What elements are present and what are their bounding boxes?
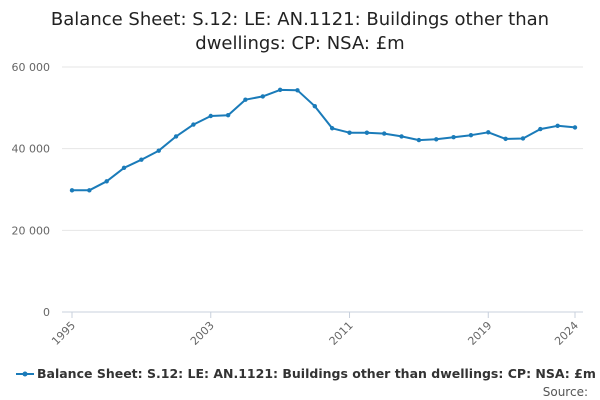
chart-title: Balance Sheet: S.12: LE: AN.1121: Buildi… xyxy=(50,9,550,54)
grid-lines xyxy=(62,66,583,231)
data-point xyxy=(277,87,283,93)
x-tick-label: 2011 xyxy=(327,319,356,348)
y-tick-label: 0 xyxy=(43,306,50,319)
x-tick-label: 2024 xyxy=(552,319,581,348)
y-tick-label: 60 000 xyxy=(12,61,51,74)
data-point xyxy=(451,135,456,140)
data-point xyxy=(121,165,127,171)
data-point xyxy=(329,126,335,131)
data-point xyxy=(416,137,422,143)
x-tick-label: 1995 xyxy=(49,319,78,348)
data-point xyxy=(382,131,387,136)
data-point xyxy=(260,94,265,99)
data-point xyxy=(555,123,560,128)
legend-swatch-icon xyxy=(16,371,34,376)
series-line xyxy=(72,88,576,192)
data-point xyxy=(572,125,578,130)
y-tick-label: 40 000 xyxy=(12,143,51,156)
data-point xyxy=(156,148,161,153)
legend[interactable]: Balance Sheet: S.12: LE: AN.1121: Buildi… xyxy=(14,366,596,381)
data-point xyxy=(104,179,109,184)
data-point xyxy=(434,137,439,142)
data-point xyxy=(503,136,508,142)
data-point xyxy=(486,130,491,135)
data-point xyxy=(538,126,543,132)
data-point xyxy=(312,104,318,109)
data-point xyxy=(520,136,526,141)
data-point xyxy=(173,134,179,139)
data-point xyxy=(347,130,352,135)
data-point xyxy=(243,97,248,102)
data-point xyxy=(139,157,144,162)
axes: 0 20 000 40 000 60 000 1995 2003 2011 2019 2024 xyxy=(12,61,583,348)
data-point xyxy=(399,134,404,139)
data-point xyxy=(208,113,213,119)
legend-label: Balance Sheet: S.12: LE: AN.1121: Buildi… xyxy=(37,366,596,381)
data-point xyxy=(191,122,196,127)
data-point xyxy=(364,130,370,135)
y-tick-label: 20 000 xyxy=(12,224,51,237)
data-point xyxy=(69,188,75,193)
x-tick-label: 2003 xyxy=(188,319,217,348)
source-label: Source: xyxy=(542,385,588,399)
data-point xyxy=(295,88,300,93)
series-layer xyxy=(69,87,578,193)
x-tick-label: 2019 xyxy=(465,319,494,348)
data-point xyxy=(468,132,474,138)
data-point xyxy=(87,188,92,193)
data-point xyxy=(225,112,231,118)
